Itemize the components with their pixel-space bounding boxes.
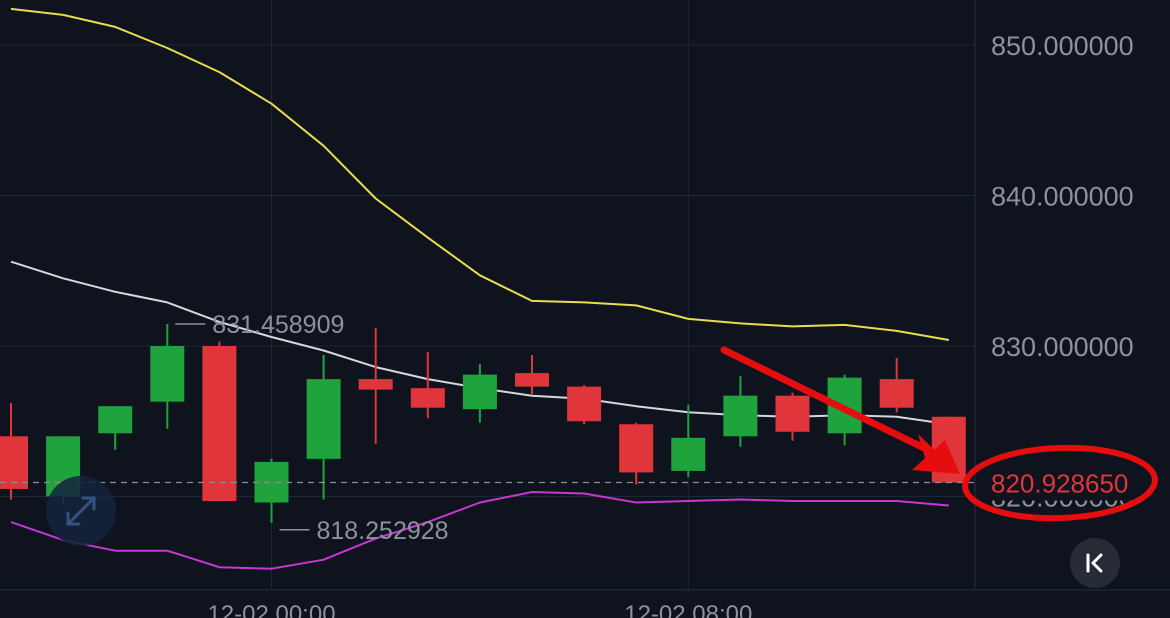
- scroll-to-latest-button[interactable]: [1070, 538, 1120, 588]
- time-tick-label: 12-02 00:00: [207, 601, 335, 618]
- highlight-ellipse: [962, 444, 1158, 522]
- candle-body: [775, 395, 810, 432]
- down-candle: [202, 341, 237, 502]
- candle-body: [671, 437, 706, 471]
- fullscreen-button[interactable]: [46, 476, 116, 546]
- candles: [0, 324, 966, 523]
- high-marker-label: 831.458909: [212, 311, 344, 339]
- down-candle: [775, 392, 810, 441]
- candle-body: [410, 388, 445, 408]
- down-candle: [567, 385, 602, 425]
- down-candle: [879, 358, 914, 413]
- up-candle: [306, 355, 341, 500]
- up-candle: [254, 458, 289, 523]
- candle-body: [723, 395, 758, 437]
- up-candle: [150, 324, 185, 429]
- candle-body: [150, 346, 185, 402]
- high-low-markers: 831.458909 818.252928: [175, 311, 449, 545]
- down-candle: [410, 352, 445, 419]
- current-price-label: 820.928650: [991, 469, 1128, 499]
- candle-body: [0, 436, 28, 489]
- candle-body: [515, 373, 549, 387]
- candle-body: [98, 406, 133, 434]
- time-axis: 12-02 00:00 12-02 08:00: [207, 601, 752, 618]
- down-candle: [515, 355, 549, 395]
- expand-arrows-icon: [66, 496, 96, 526]
- up-candle: [98, 406, 133, 450]
- price-tick-label: 840.000000: [991, 182, 1134, 212]
- up-candle: [723, 376, 758, 447]
- candle-body: [567, 386, 602, 422]
- candle-body: [619, 424, 654, 473]
- current-price-tag: [978, 464, 1170, 501]
- up-candle: [462, 364, 497, 423]
- candle-body: [202, 346, 237, 502]
- candle-body: [462, 374, 497, 410]
- down-candle: [358, 327, 393, 444]
- candle-body: [879, 379, 914, 408]
- highlight-arrow-shaft: [720, 346, 932, 454]
- highlight-arrow-head: [912, 440, 960, 474]
- current-price-line: 820.928650: [0, 464, 1170, 501]
- chevron-bar-left-icon: [1086, 553, 1103, 573]
- down-candle: [619, 422, 654, 485]
- highlight-annotation: [720, 346, 1158, 522]
- candle-body: [254, 461, 289, 503]
- low-marker-label: 818.252928: [317, 517, 449, 545]
- up-candle: [671, 404, 706, 477]
- candle-body: [306, 379, 341, 459]
- lower-band-line: [10, 491, 949, 570]
- indicator-bands: [10, 7, 949, 570]
- down-candle: [0, 403, 28, 500]
- price-tick-label: 850.000000: [991, 31, 1134, 61]
- price-tick-label: 830.000000: [991, 332, 1134, 362]
- upper-band-line: [10, 7, 949, 341]
- time-tick-label: 12-02 08:00: [624, 601, 752, 618]
- candle-body: [358, 379, 393, 390]
